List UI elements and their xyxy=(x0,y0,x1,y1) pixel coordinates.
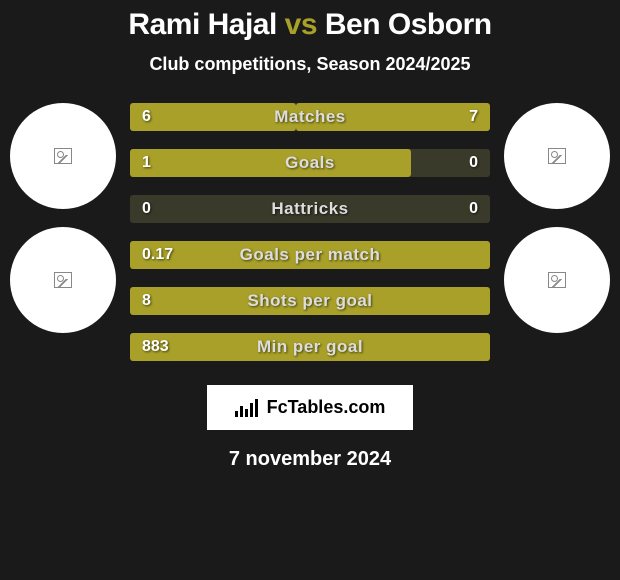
comparison-area: Matches67Goals10Hattricks00Goals per mat… xyxy=(0,103,620,361)
placeholder-icon xyxy=(54,272,72,288)
stat-row: Goals1 0 xyxy=(130,149,490,177)
placeholder-icon xyxy=(548,272,566,288)
page-title: Rami Hajal vs Ben Osborn xyxy=(128,8,491,42)
stat-value-left: 0 xyxy=(142,195,151,223)
stat-row: Goals per match0.17 xyxy=(130,241,490,269)
stat-row: Min per goal883 xyxy=(130,333,490,361)
stat-bars: Matches67Goals10Hattricks00Goals per mat… xyxy=(118,103,502,361)
stat-label: Goals per match xyxy=(130,241,490,269)
stat-value-left: 0.17 xyxy=(142,241,173,269)
stat-row: Hattricks0 0 xyxy=(130,195,490,223)
player2-name: Ben Osborn xyxy=(325,8,492,41)
player2-club-avatar xyxy=(504,227,610,333)
stat-value-left: 1 xyxy=(142,149,151,177)
stat-value-left: 6 xyxy=(142,103,151,131)
stat-label: Min per goal xyxy=(130,333,490,361)
logo-text: FcTables.com xyxy=(267,397,386,418)
placeholder-icon xyxy=(54,148,72,164)
stat-label: Shots per goal xyxy=(130,287,490,315)
logo-box: FcTables.com xyxy=(207,385,414,430)
vs-text: vs xyxy=(285,8,317,41)
date-text: 7 november 2024 xyxy=(229,448,391,471)
left-avatars xyxy=(8,103,118,333)
stat-value-left: 8 xyxy=(142,287,151,315)
player1-avatar xyxy=(10,103,116,209)
stat-row: Matches6 7 xyxy=(130,103,490,131)
stat-row: Shots per goal8 xyxy=(130,287,490,315)
logo-chart-icon xyxy=(235,399,259,417)
stat-value-right: 0 xyxy=(469,149,478,177)
player1-name: Rami Hajal xyxy=(128,8,276,41)
player2-avatar xyxy=(504,103,610,209)
player1-club-avatar xyxy=(10,227,116,333)
subtitle: Club competitions, Season 2024/2025 xyxy=(149,54,470,75)
right-avatars xyxy=(502,103,612,333)
stat-value-right: 7 xyxy=(469,103,478,131)
stat-value-left: 883 xyxy=(142,333,169,361)
stat-label: Goals xyxy=(130,149,490,177)
placeholder-icon xyxy=(548,148,566,164)
stat-value-right: 0 xyxy=(469,195,478,223)
stat-label: Matches xyxy=(130,103,490,131)
stat-label: Hattricks xyxy=(130,195,490,223)
